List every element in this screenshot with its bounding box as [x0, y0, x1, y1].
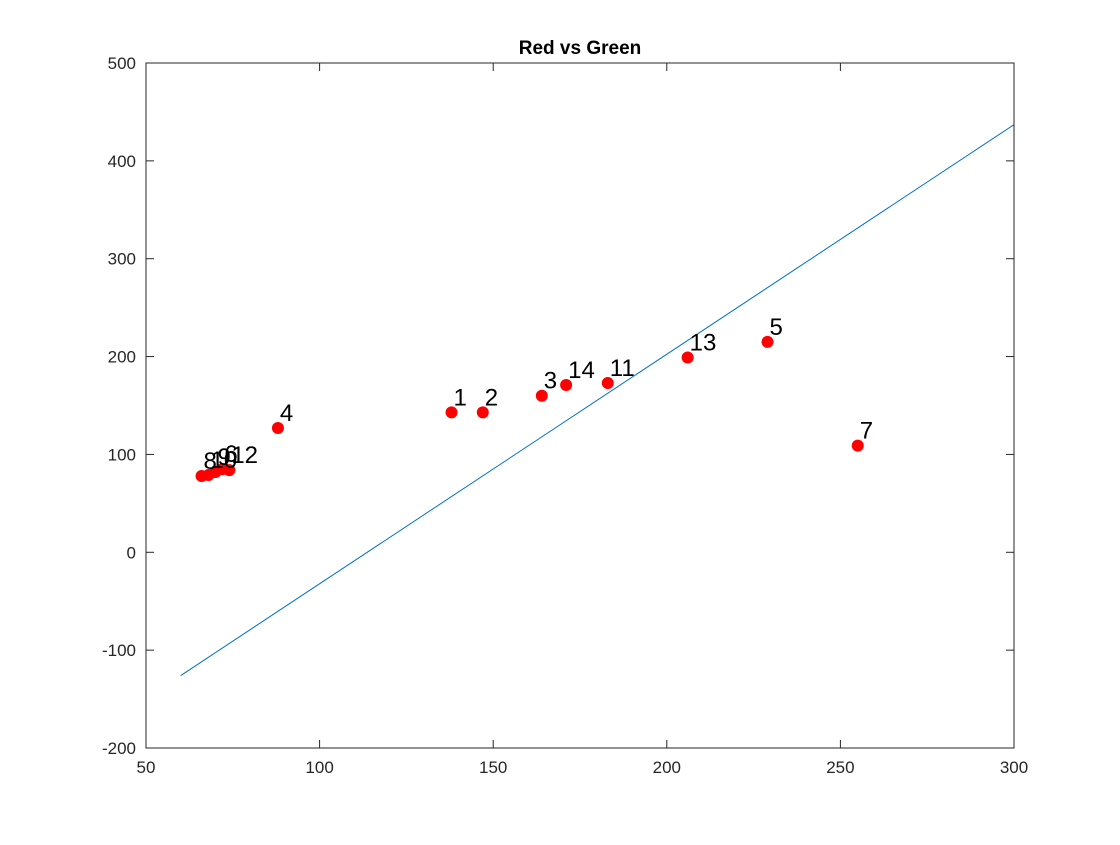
data-point-label: 2 [485, 384, 498, 411]
x-tick-label: 150 [479, 758, 507, 777]
plot-box [145, 62, 1015, 749]
y-tick-label: 300 [108, 250, 136, 269]
data-point-label: 11 [610, 355, 635, 382]
x-tick-label: 100 [305, 758, 333, 777]
chart-title: Red vs Green [519, 38, 642, 59]
y-tick-label: -200 [102, 739, 136, 758]
data-point-label: 12 [231, 442, 258, 469]
data-point [223, 464, 236, 477]
data-point [681, 351, 694, 364]
data-point-label: 13 [690, 330, 717, 357]
data-point [761, 335, 774, 348]
fit-line-layer [180, 124, 1015, 677]
data-point [851, 439, 864, 452]
plot-background [146, 63, 1014, 748]
data-point-label: 4 [280, 400, 293, 427]
y-tick-label: 400 [108, 152, 136, 171]
data-point-label: 9 [217, 444, 230, 471]
points-layer [195, 335, 864, 482]
data-point [476, 406, 489, 419]
y-tick-label: -100 [102, 641, 136, 660]
y-tick-label: 500 [108, 54, 136, 73]
x-tick-label: 200 [653, 758, 681, 777]
data-point-label: 14 [568, 357, 595, 384]
x-tick-label: 50 [137, 758, 156, 777]
data-point [202, 468, 215, 481]
data-point [560, 378, 573, 391]
data-point-label: 10 [210, 447, 237, 474]
y-tick-label: 200 [108, 348, 136, 367]
x-tick-label: 250 [826, 758, 854, 777]
fit-line [180, 124, 1015, 677]
y-tick-label: 0 [127, 543, 136, 562]
x-tick-label: 300 [1000, 758, 1028, 777]
data-point [535, 389, 548, 402]
data-point-label: 6 [224, 441, 237, 468]
data-point-label: 5 [769, 314, 782, 341]
data-point [445, 406, 458, 419]
y-tick-label: 100 [108, 445, 136, 464]
data-point-label: 1 [454, 384, 467, 411]
ticks-layer: 50 100 150 200 250 300 -200 -100 0 100 200 300 400 50… [102, 54, 1028, 777]
data-point-label: 7 [860, 418, 873, 445]
data-point-label: 8 [204, 448, 217, 475]
data-point-label: 3 [544, 368, 557, 395]
data-point [601, 376, 614, 389]
data-point [271, 422, 284, 435]
